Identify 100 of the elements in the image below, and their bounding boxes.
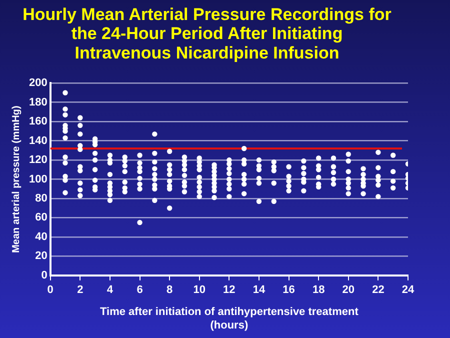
point: [78, 180, 83, 186]
point: [62, 90, 68, 96]
point: [166, 172, 172, 178]
x-tick-label: 24: [402, 284, 415, 296]
point: [152, 172, 158, 178]
point: [241, 146, 247, 152]
point: [226, 176, 232, 182]
point: [182, 162, 188, 168]
point: [152, 198, 158, 204]
point: [107, 172, 113, 178]
point: [78, 115, 83, 120]
point: [137, 176, 142, 181]
x-tick-label: 4: [106, 284, 114, 296]
point: [256, 198, 262, 204]
y-tick-label: 200: [28, 77, 48, 90]
x-tick-label: 20: [342, 284, 355, 296]
point: [346, 158, 351, 164]
x-tick-label: 16: [282, 284, 295, 296]
point: [196, 189, 202, 194]
y-tick-label: 180: [28, 96, 48, 108]
point: [212, 194, 217, 200]
point: [166, 148, 172, 154]
point: [226, 170, 232, 176]
point: [78, 131, 83, 137]
point: [137, 160, 142, 166]
point: [376, 178, 381, 183]
point: [390, 152, 396, 158]
point: [256, 157, 262, 163]
point: [390, 178, 396, 184]
y-tick-label: 60: [35, 212, 48, 224]
point: [62, 154, 68, 160]
point: [271, 180, 276, 186]
point: [92, 178, 98, 183]
point: [196, 180, 202, 185]
point: [301, 188, 306, 194]
point: [330, 181, 336, 187]
point: [360, 172, 366, 178]
point: [316, 174, 322, 180]
point: [241, 176, 247, 182]
point: [256, 176, 262, 181]
point: [286, 164, 292, 170]
chart-title: Hourly Mean Arterial Pressure Recordings for the 24-Hour Period After Initiating Intravenous Nicardipine Infusion: [22, 5, 392, 62]
point: [271, 168, 276, 174]
x-tick-label: 18: [312, 284, 325, 296]
y-axis-title: Mean arterial pressure (mmHg): [10, 106, 22, 253]
y-tick-label: 160: [28, 116, 48, 128]
point: [346, 180, 351, 186]
point: [152, 150, 158, 156]
point: [346, 185, 351, 191]
x-axis-title: Time after initiation of antihypertensive treatment (hours): [100, 306, 359, 332]
point: [330, 176, 336, 182]
y-tick-label: 120: [28, 154, 48, 166]
point: [196, 167, 202, 172]
point: [241, 172, 247, 178]
point: [62, 135, 68, 141]
point: [122, 163, 128, 168]
point: [137, 186, 142, 192]
point: [301, 170, 306, 176]
point: [107, 192, 113, 198]
point: [62, 178, 68, 183]
x-tick-label: 14: [252, 284, 266, 296]
point: [166, 167, 172, 172]
point: [330, 170, 336, 176]
point: [122, 180, 128, 185]
y-tick-label: 0: [41, 269, 48, 282]
point: [182, 189, 188, 194]
point: [92, 150, 98, 156]
point: [376, 182, 381, 188]
point: [330, 164, 336, 170]
x-tick-label: 8: [166, 284, 173, 296]
point: [62, 106, 68, 112]
x-tick-label: 22: [372, 284, 384, 296]
y-tick-label: 140: [28, 134, 48, 147]
point: [271, 198, 276, 204]
point: [196, 184, 202, 190]
point: [241, 181, 247, 187]
y-tick-label: 20: [35, 250, 48, 262]
point: [346, 191, 351, 196]
point: [390, 185, 396, 191]
point: [92, 167, 98, 172]
point: [316, 167, 322, 172]
point: [301, 165, 306, 170]
point: [196, 194, 202, 200]
y-tick-label: 40: [35, 230, 48, 243]
point: [286, 178, 292, 184]
point: [62, 160, 68, 166]
point: [286, 183, 292, 189]
point: [330, 156, 336, 161]
point: [78, 122, 83, 128]
point: [152, 131, 158, 137]
point: [92, 157, 98, 163]
point: [286, 174, 292, 179]
point: [137, 220, 142, 226]
point: [78, 168, 83, 174]
point: [152, 166, 158, 172]
point: [376, 150, 381, 155]
point: [360, 166, 366, 172]
point: [346, 168, 351, 174]
x-tick-label: 10: [193, 284, 206, 296]
point: [122, 168, 128, 174]
